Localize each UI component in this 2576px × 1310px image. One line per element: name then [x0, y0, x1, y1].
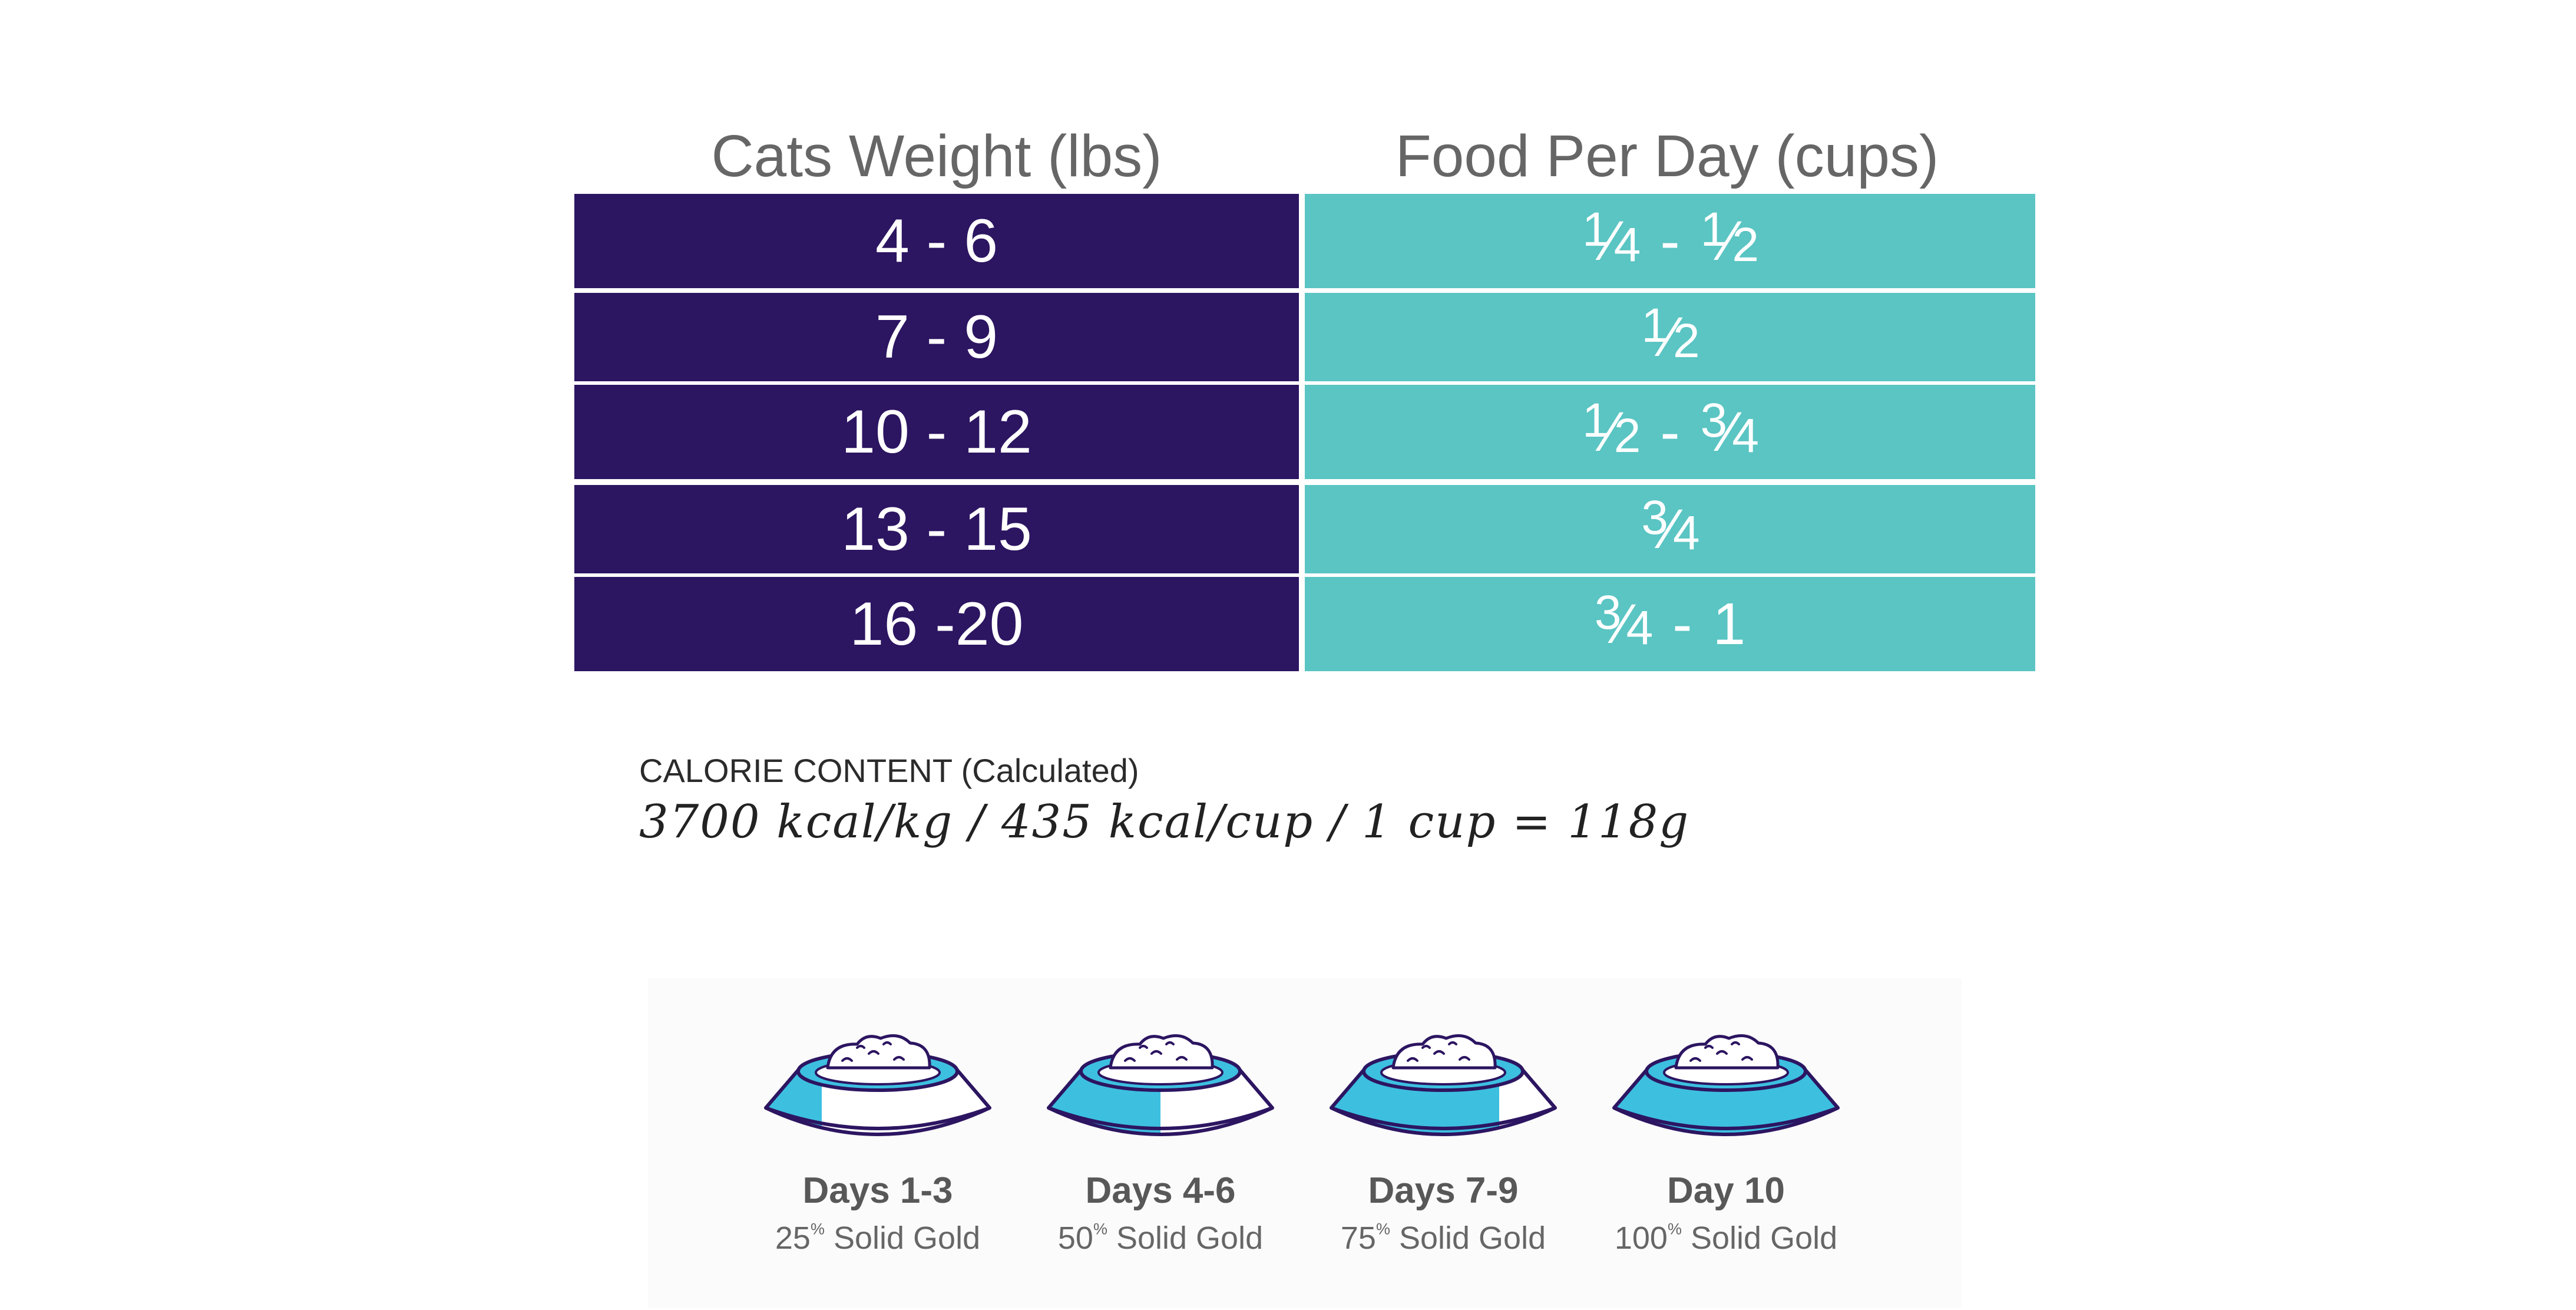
weight-cell: 7 - 9	[574, 293, 1299, 381]
food-column-header: Food Per Day (cups)	[1395, 123, 1939, 189]
food-bowl-icon	[1047, 1034, 1274, 1136]
food-bowl-icon	[764, 1034, 991, 1136]
step-title: Days 1-3	[802, 1170, 953, 1211]
step-percent: 75	[1340, 1220, 1376, 1256]
fraction: 3 ⁄ 4	[1700, 394, 1759, 463]
step-brand-label: Solid Gold	[1107, 1220, 1264, 1256]
step-mix-label: 50% Solid Gold	[1057, 1220, 1264, 1256]
whole-number: 1	[1712, 590, 1746, 657]
transition-step: Day 10 100% Solid Gold	[1585, 978, 1867, 1308]
food-cell: 1 ⁄ 2	[1305, 293, 2035, 381]
step-percent: 100	[1614, 1220, 1668, 1256]
step-percent: 50	[1057, 1220, 1093, 1256]
food-cell: 1 ⁄ 2-3 ⁄ 4	[1305, 385, 2035, 479]
food-bowl-icon	[1612, 1034, 1840, 1136]
transition-step: Days 4-6 50% Solid Gold	[1019, 978, 1302, 1308]
step-brand-label: Solid Gold	[824, 1220, 981, 1256]
calorie-content-title: CALORIE CONTENT (Calculated)	[639, 752, 1139, 789]
weight-column-header: Cats Weight (lbs)	[711, 123, 1162, 189]
feeding-transition-guide: Days 1-3 25% Solid Gold Days 4-6 50% Solid…	[648, 978, 1962, 1308]
transition-step: Days 1-3 25% Solid Gold	[736, 978, 1019, 1308]
transition-step: Days 7-9 75% Solid Gold	[1302, 978, 1585, 1308]
step-percent: 25	[775, 1220, 811, 1256]
step-mix-label: 25% Solid Gold	[775, 1220, 981, 1256]
weight-cell: 13 - 15	[574, 485, 1299, 573]
step-mix-label: 75% Solid Gold	[1340, 1220, 1546, 1256]
step-title: Day 10	[1667, 1170, 1785, 1211]
step-title: Days 4-6	[1085, 1170, 1236, 1211]
food-cell: 3 ⁄ 4	[1305, 485, 2035, 573]
step-brand-label: Solid Gold	[1681, 1220, 1838, 1256]
fraction: 3 ⁄ 4	[1641, 491, 1699, 560]
step-brand-label: Solid Gold	[1390, 1220, 1546, 1256]
fraction: 1 ⁄ 2	[1582, 394, 1641, 463]
fraction: 3 ⁄ 4	[1594, 586, 1653, 655]
fraction: 1 ⁄ 4	[1582, 203, 1641, 272]
fraction: 1 ⁄ 2	[1641, 299, 1699, 368]
step-mix-label: 100% Solid Gold	[1614, 1220, 1838, 1256]
calorie-content-value: 3700 kcal/kg / 435 kcal/cup / 1 cup = 11…	[639, 796, 1690, 849]
step-title: Days 7-9	[1368, 1170, 1519, 1211]
weight-cell: 16 -20	[574, 577, 1299, 671]
weight-cell: 10 - 12	[574, 385, 1299, 479]
food-cell: 1 ⁄ 4-1 ⁄ 2	[1305, 194, 2035, 288]
fraction: 1 ⁄ 2	[1700, 203, 1759, 272]
food-cell: 3 ⁄ 4-1	[1305, 577, 2035, 671]
food-bowl-icon	[1330, 1034, 1557, 1136]
weight-cell: 4 - 6	[574, 194, 1299, 288]
